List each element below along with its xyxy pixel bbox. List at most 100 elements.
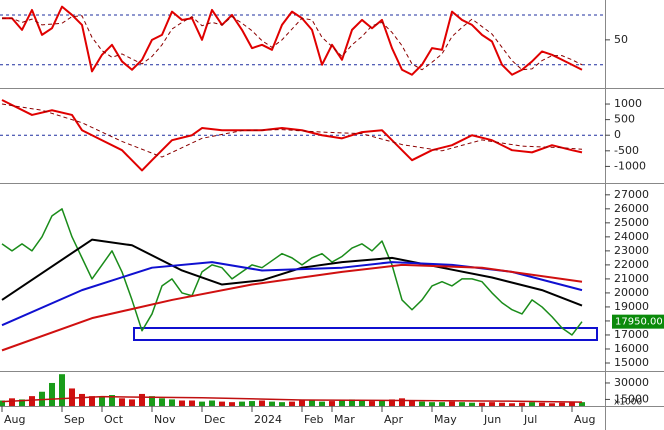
volume-bar [79,393,85,406]
y-tick-label: 24000 [614,230,649,243]
volume-bar [399,398,405,406]
volume-bar [139,393,145,406]
volume-bar [189,400,195,406]
volume-bar [169,399,175,406]
oscillator-line [2,5,583,76]
volume-bar [309,399,315,406]
volume-bar [349,399,355,406]
macd-line [1,99,583,172]
volume-bar [459,402,465,406]
y-tick-label: 19000 [614,300,649,313]
volume-bar [559,402,565,406]
volume-bar [249,401,255,406]
volume-bar [109,395,115,406]
x-tick-label: Sep [64,413,85,426]
x-tick-label: Jun [483,413,501,426]
volume-bar [539,402,545,406]
x-tick-label: May [434,413,457,426]
volume-bar [329,401,335,406]
x-tick-label: Oct [104,413,124,426]
y-tick-label: 25000 [614,216,649,229]
volume-bar [179,400,185,406]
volume-bar [429,402,435,406]
volume-bar [29,396,35,406]
volume-bar [209,400,215,406]
x-tick-label: Dec [204,413,225,426]
y-tick-label: 20000 [614,286,649,299]
volume-bar [529,402,535,406]
y-tick-label: -1000 [614,159,646,172]
volume-bar [219,401,225,406]
y-tick-label: 27000 [614,188,649,201]
macd-line [1,103,583,158]
volume-unit: x1000 [614,398,643,408]
price-tag [612,314,664,329]
volume-bar [9,398,15,406]
y-tick-label: -500 [614,144,639,157]
volume-bar [269,401,275,406]
volume-bar [89,396,95,406]
y-tick-label: 15000 [614,392,649,405]
volume-bar [59,374,65,406]
volume-bar [0,400,5,406]
price-tag-label: 17950.00 [615,317,663,328]
y-tick-label: 15000 [614,356,649,369]
volume-bar [379,400,385,406]
volume-bar [449,401,455,406]
volume-bar [479,402,485,406]
volume-bar [299,400,305,406]
x-tick-label: Feb [304,413,323,426]
volume-bar [489,402,495,406]
volume-bar [289,401,295,406]
volume-bar [499,402,505,406]
volume-bar [279,402,285,406]
y-tick-label: 30000 [614,376,649,389]
y-tick-label: 23000 [614,244,649,257]
volume-bar [229,402,235,406]
volume-bar [389,399,395,406]
volume-bar [369,401,375,406]
volume-bar [49,382,55,406]
x-tick-label: Aug [574,413,595,426]
y-tick-label: 22000 [614,258,649,271]
y-tick-label: 500 [614,113,635,126]
volume-bar [469,402,475,406]
x-tick-label: Mar [334,413,355,426]
x-tick-label: Nov [154,413,176,426]
volume-bar [39,391,45,406]
oscillator-line [2,15,583,71]
volume-average [1,395,583,403]
volume-bar [409,400,415,406]
volume-bar [129,399,135,406]
volume-bar [519,402,525,406]
volume-bar [359,400,365,406]
volume-bar [159,398,165,406]
volume-bar [319,401,325,406]
volume-bar [149,396,155,406]
volume-bar [439,402,445,406]
y-tick-label: 50 [614,33,628,46]
volume-bar [419,401,425,406]
support-zone [133,327,598,341]
volume-bar [69,388,75,406]
moving-average [1,263,583,352]
volume-bar [99,397,105,406]
moving-average [1,238,583,307]
volume-bar [569,401,575,406]
x-tick-label: Apr [384,413,404,426]
x-tick-label: Aug [4,413,25,426]
x-tick-label: Jul [523,413,537,426]
volume-bar [549,403,555,406]
volume-bar [509,403,515,406]
volume-bar [119,398,125,406]
volume-bar [239,401,245,406]
x-tick-label: 2024 [254,413,282,426]
volume-bar [579,402,585,406]
y-tick-label: 21000 [614,272,649,285]
y-tick-label: 0 [614,128,621,141]
y-tick-label: 16000 [614,342,649,355]
y-tick-label: 17000 [614,328,649,341]
volume-bar [199,401,205,406]
